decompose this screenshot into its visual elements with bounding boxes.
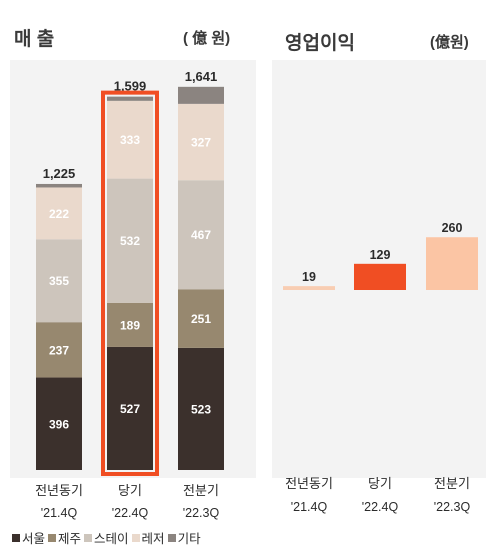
profit-category-label: 전분기 — [434, 476, 470, 491]
profit-category-period: '22.3Q — [434, 500, 471, 514]
profit-category-label: 당기 — [368, 476, 392, 491]
revenue-bar-segment-2-3 — [178, 103, 224, 181]
revenue-unit-label: ( 億 원) — [183, 30, 231, 47]
revenue-chart-title: 매 출 — [14, 29, 55, 50]
profit-category-period: '22.4Q — [362, 500, 399, 514]
legend-item: 제주 — [48, 528, 81, 547]
profit-value-label: 260 — [442, 221, 463, 235]
profit-value-label: 129 — [370, 248, 391, 262]
legend-swatch — [167, 533, 176, 542]
legend-swatch — [84, 533, 93, 542]
legend-label: 스테이 — [94, 532, 129, 546]
revenue-category-label: 당기 — [118, 483, 142, 498]
legend-swatch — [131, 533, 140, 542]
revenue-segment-label: 222 — [49, 207, 69, 221]
revenue-segment-label: 527 — [120, 402, 140, 416]
revenue-bar-segment-0-3 — [36, 187, 82, 240]
revenue-highlight-frame — [101, 90, 159, 476]
revenue-segment-label: 355 — [49, 274, 69, 288]
revenue-bar-segment-2-1 — [178, 289, 224, 348]
profit-value-label: 19 — [302, 270, 316, 284]
revenue-category-period: '22.3Q — [183, 506, 220, 520]
revenue-category-period: '22.4Q — [112, 506, 149, 520]
legend-item: 레저 — [131, 528, 165, 547]
revenue-segment-label: 467 — [191, 228, 211, 242]
profit-category-label: 전년동기 — [285, 476, 333, 491]
legend-swatch — [48, 533, 57, 542]
revenue-category-label: 전분기 — [183, 483, 219, 498]
profit-category-period: '21.4Q — [291, 500, 328, 514]
profit-chart-title: 영업이익 — [285, 33, 355, 54]
legend-label: 기타 — [177, 532, 201, 546]
legend-item: 서울 — [12, 528, 45, 547]
revenue-segment-label: 523 — [191, 402, 211, 416]
revenue-bar-segment-1-4 — [107, 96, 153, 101]
revenue-bar-segment-0-1 — [36, 322, 82, 378]
legend-item: 기타 — [167, 528, 201, 547]
revenue-category-period: '21.4Q — [41, 506, 78, 520]
legend-label: 서울 — [22, 532, 46, 546]
revenue-bar-segment-1-1 — [107, 302, 153, 347]
revenue-category-label: 전년동기 — [35, 483, 83, 498]
revenue-segment-label: 251 — [191, 312, 211, 326]
profit-bar-2 — [426, 237, 478, 290]
revenue-bar-segment-1-2 — [107, 178, 153, 303]
profit-bar-0 — [283, 286, 335, 290]
revenue-total-label: 1,599 — [114, 79, 147, 94]
revenue-segment-label: 333 — [120, 133, 140, 147]
legend-swatch — [12, 533, 20, 542]
revenue-bar-segment-1-3 — [107, 100, 153, 179]
revenue-segment-label: 396 — [49, 417, 69, 431]
revenue-bar-segment-0-4 — [36, 183, 82, 188]
revenue-bar-segment-0-2 — [36, 239, 82, 323]
legend-label: 레저 — [141, 532, 165, 546]
legend-item: 스테이 — [84, 528, 129, 547]
revenue-segment-label: 327 — [191, 136, 211, 150]
revenue-total-label: 1,225 — [43, 166, 76, 181]
legend-label: 제주 — [58, 532, 82, 546]
revenue-bar-segment-0-0 — [36, 377, 82, 470]
revenue-legend: 서울 제주 스테이 레저 기타 — [12, 528, 204, 547]
revenue-bar-segment-2-2 — [178, 180, 224, 290]
revenue-bar-segment-1-0 — [107, 346, 153, 470]
revenue-bar-segment-2-4 — [178, 86, 224, 104]
revenue-segment-label: 237 — [49, 343, 69, 357]
revenue-total-label: 1,641 — [185, 69, 218, 84]
revenue-segment-label: 532 — [120, 234, 140, 248]
revenue-segment-label: 189 — [120, 318, 140, 332]
profit-bar-1 — [354, 263, 406, 290]
profit-unit-label: (億원) — [430, 34, 469, 51]
revenue-bar-segment-2-0 — [178, 347, 224, 470]
